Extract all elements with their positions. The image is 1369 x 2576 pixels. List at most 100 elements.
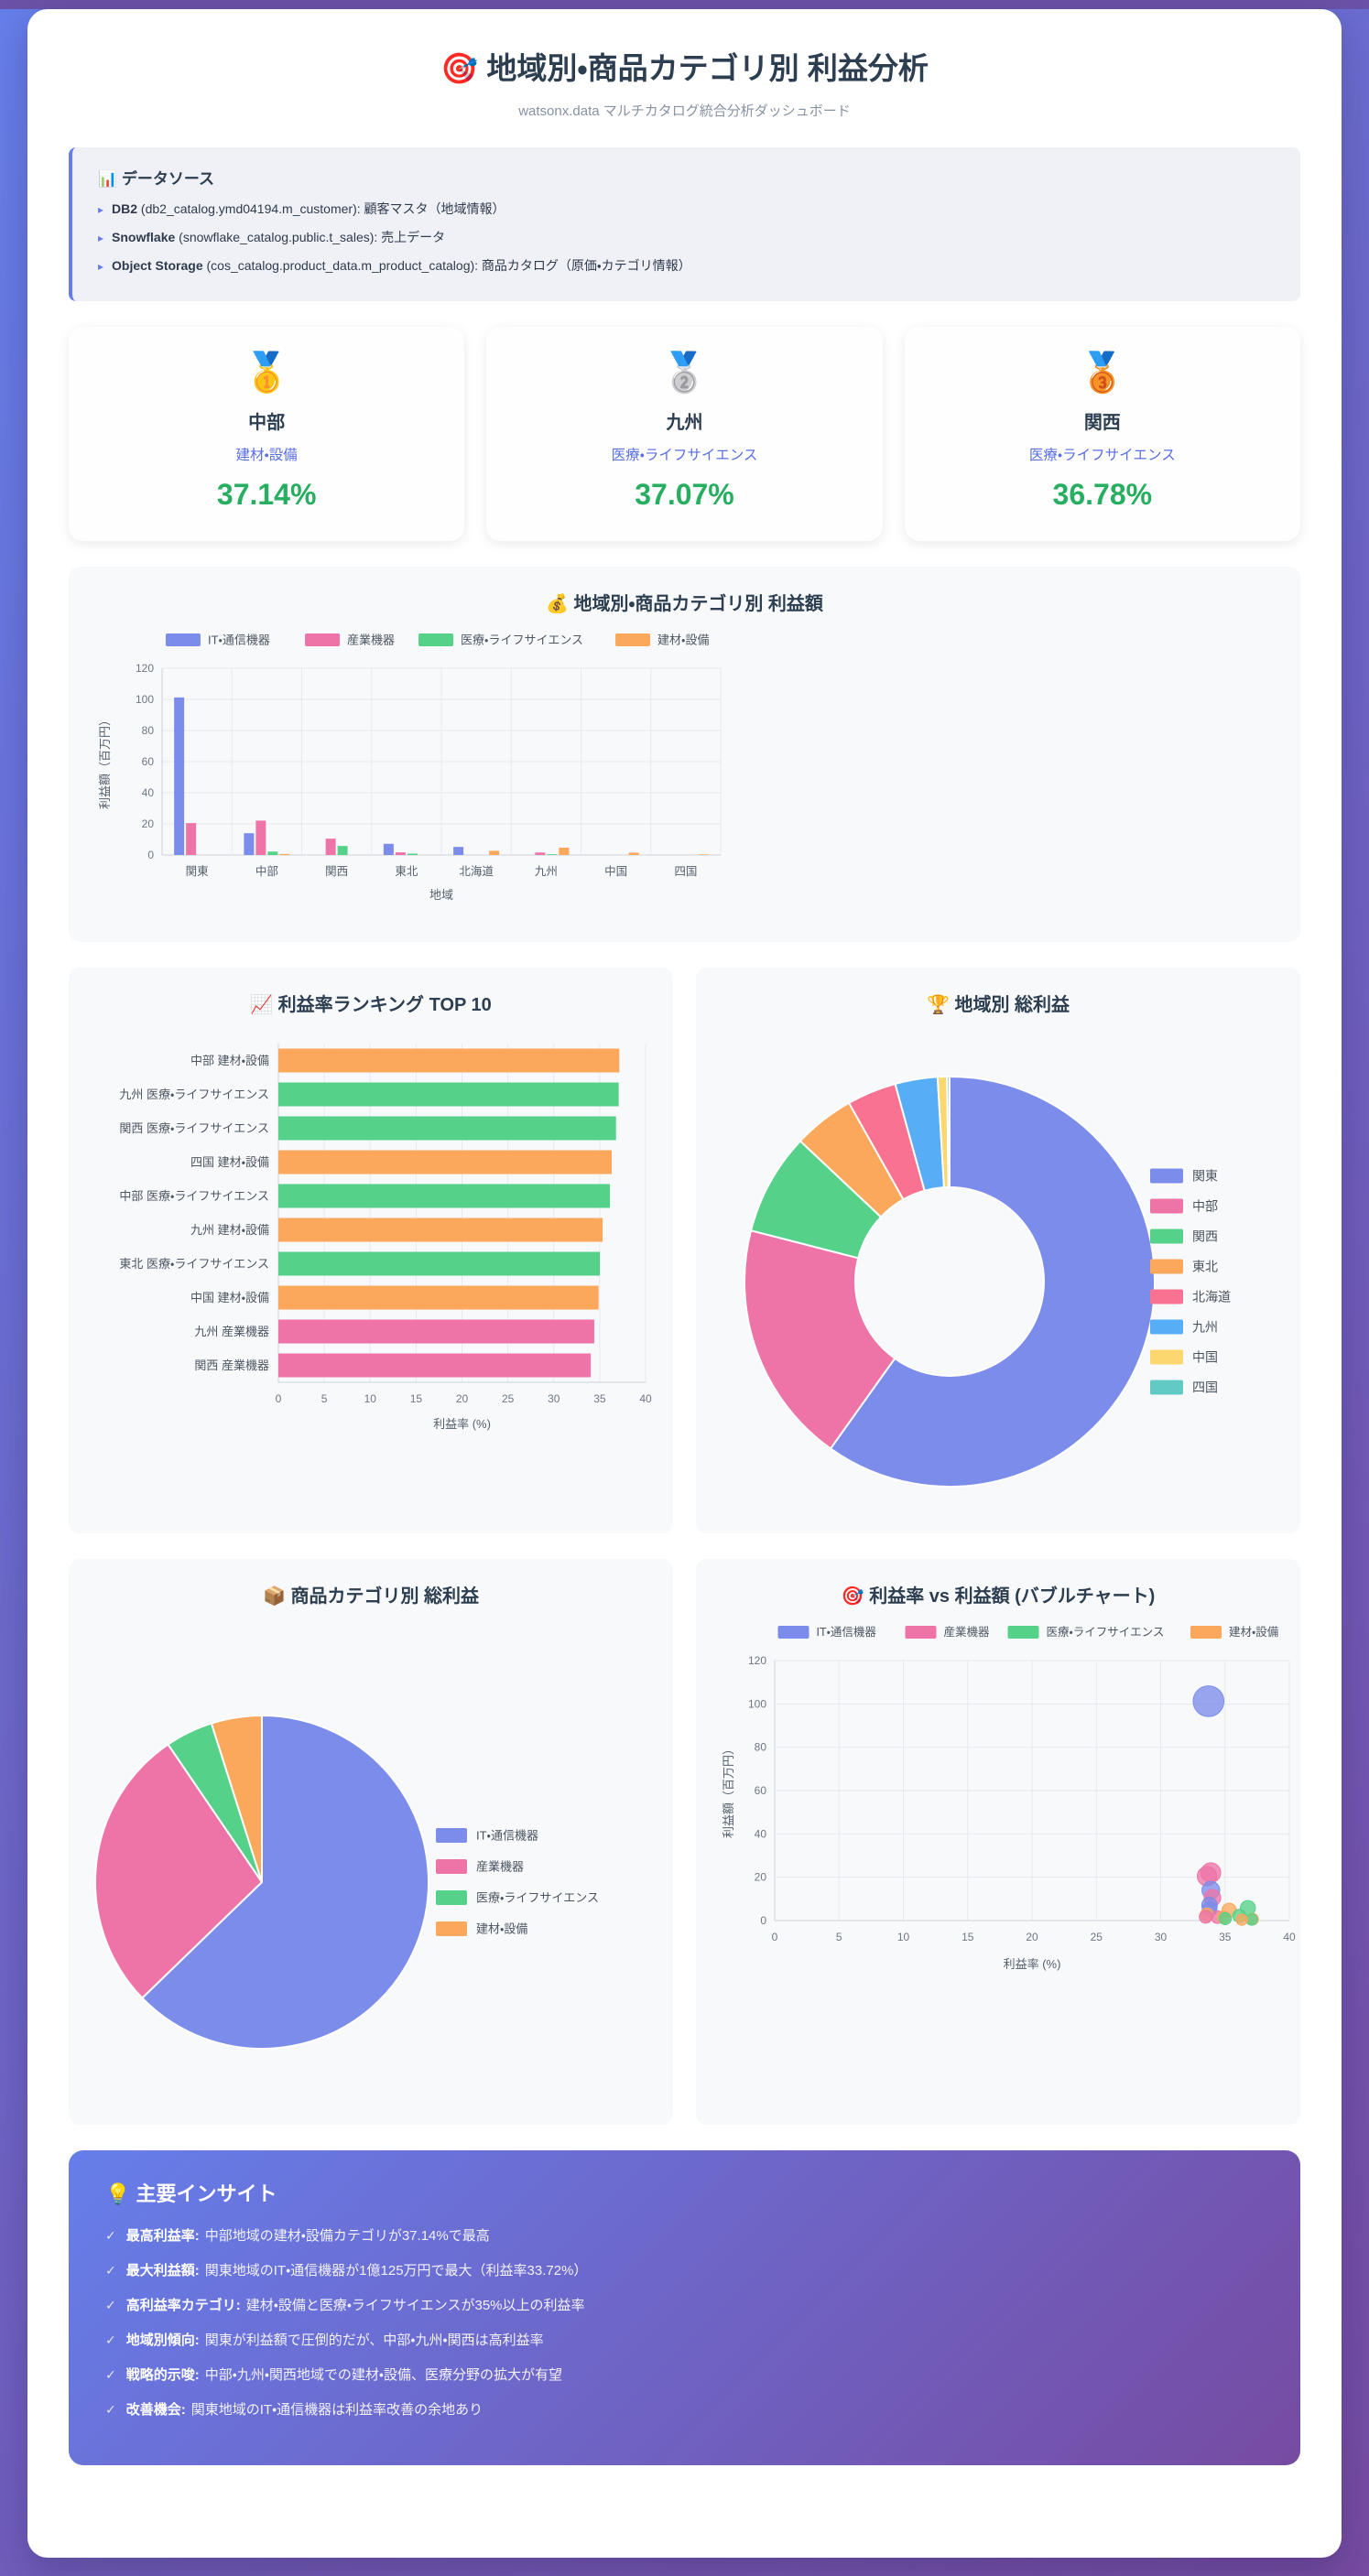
svg-text:中部: 中部 [255,864,279,878]
datasource-item-db2: ▸ DB2 (db2_catalog.ymd04194.m_customer): … [98,200,1275,218]
rank-card-2: 🥈 九州 医療・ライフサイエンス 37.07% [486,327,883,542]
pie-slice [830,1076,1156,1488]
bubble-point [1218,1912,1233,1926]
svg-text:40: 40 [142,786,155,799]
bar-segment [325,839,336,856]
triangle-bullet-icon: ▸ [98,232,104,244]
check-icon: ✓ [105,2367,116,2383]
svg-text:中国: 中国 [604,864,627,878]
rank2-profit-rate: 37.07% [635,478,734,512]
rank2-region: 九州 [666,413,703,434]
bar-segment [278,1251,601,1276]
pie-slice [94,1743,263,1999]
svg-text:80: 80 [142,724,155,737]
svg-text:医療・ライフサイエンス: 医療・ライフサイエンス [1047,1626,1165,1639]
svg-text:20: 20 [1026,1931,1038,1943]
svg-text:60: 60 [755,1784,767,1797]
svg-text:九州 産業機器: 九州 産業機器 [194,1325,269,1338]
insights-title: 💡 主要インサイト [105,2182,277,2206]
svg-text:40: 40 [1283,1931,1296,1943]
rank3-profit-rate: 36.78% [1052,478,1153,512]
svg-text:九州 医療・ライフサイエンス: 九州 医療・ライフサイエンス [119,1088,269,1101]
bar-segment [278,1116,616,1141]
grouped-bar-chart-title: 💰 地域別・商品カテゴリ別 利益額 [546,594,823,615]
svg-text:10: 10 [897,1931,910,1943]
svg-text:建材・設備: 建材・設備 [476,1922,527,1936]
bar-segment [278,1184,611,1208]
bubble-point [1235,1913,1248,1927]
svg-text:九州: 九州 [1192,1320,1218,1335]
svg-text:産業機器: 産業機器 [944,1625,991,1639]
insight-label: 地域別傾向: [125,2332,200,2349]
svg-text:関西: 関西 [325,865,348,878]
bar-segment [278,1353,592,1378]
header: 🎯 地域別・商品カテゴリ別 利益分析 watsonx.data マルチカタログ統… [69,44,1300,120]
svg-text:35: 35 [593,1392,606,1405]
bar-segment [186,823,197,856]
svg-text:IT・通信機器: IT・通信機器 [208,633,270,647]
svg-text:10: 10 [364,1392,377,1405]
svg-text:関西 医療・ライフサイエンス: 関西 医療・ライフサイエンス [119,1121,269,1135]
pie-slice [744,1229,896,1450]
svg-text:5: 5 [836,1931,842,1943]
category-pie-card: 📦 商品カテゴリ別 総利益 IT・通信機器 産業機器 医療・ライフサイエンス 建材・設… [69,1559,673,2126]
svg-text:医療・ライフサイエンス: 医療・ライフサイエンス [476,1891,599,1905]
insight-text: 中部・九州・関西地域での建材・設備、医療分野の拡大が有望 [204,2367,563,2384]
svg-text:中国: 中国 [1192,1350,1218,1365]
bar-segment [407,853,418,856]
svg-text:60: 60 [142,755,155,768]
insight-item: ✓ 最大利益額: 関東地域のIT・通信機器が1億125万円で最大（利益率33.72%… [105,2260,1264,2279]
svg-text:40: 40 [639,1392,652,1405]
grouped-bar-svg: IT・通信機器 産業機器 医療・ライフサイエンス 建材・設備 0 20 40 60 80 100 1… [98,633,722,902]
bar-segment [547,854,558,856]
bar-segment [267,851,278,856]
svg-text:関東: 関東 [1192,1169,1218,1184]
datasource-detail: (db2_catalog.ymd04194.m_customer): 顧客マスタ… [137,201,505,216]
check-icon: ✓ [105,2263,116,2278]
svg-text:20: 20 [142,817,155,830]
page-subtitle: watsonx.data マルチカタログ統合分析ダッシュボード [518,103,851,119]
region-donut-card: 🏆 地域別 総利益 関東 中部 関西 東北 北海道 九州 中国 四国 [696,968,1300,1534]
rank-card-1: 🥇 中部 建材・設備 37.14% [69,327,465,542]
charts-row-1: 📈 利益率ランキング TOP 10 0 5 10 15 20 25 30 35 40 中部 建材・… [69,968,1300,1534]
insight-item: ✓ 高利益率カテゴリ: 建材・設備と医療・ライフサイエンスが35%以上の利益率 [105,2295,1264,2314]
grouped-bar-chart-card: 💰 地域別・商品カテゴリ別 利益額 IT・通信機器 産業機器 医療・ライフサイエンス… [69,567,1300,943]
bar-segment [278,1048,620,1073]
svg-text:利益率 (%): 利益率 (%) [1004,1957,1061,1971]
svg-text:北海道: 北海道 [1192,1290,1231,1304]
svg-text:15: 15 [410,1392,423,1405]
bar-segment [628,852,639,856]
ranking-bar-chart: 0 5 10 15 20 25 30 35 40 中部 建材・設備 九州 医療・ライフサイエンス 関西… [91,1027,652,1444]
main-content-card: 🎯 地域別・商品カテゴリ別 利益分析 watsonx.data マルチカタログ統… [27,9,1342,2558]
triangle-bullet-icon: ▸ [98,203,104,216]
svg-text:四国: 四国 [1192,1380,1218,1395]
svg-text:25: 25 [502,1392,515,1405]
silver-medal-icon: 🥈 [660,351,709,394]
bubble-point [1192,1685,1225,1717]
rank3-region: 関西 [1083,413,1121,434]
insight-item: ✓ 戦略的示唆: 中部・九州・関西地域での建材・設備、医療分野の拡大が有望 [105,2365,1264,2384]
insight-label: 最高利益率: [125,2228,200,2245]
rank1-category: 建材・設備 [235,448,298,464]
svg-text:地域: 地域 [429,888,453,902]
svg-text:東北: 東北 [395,865,418,878]
svg-text:5: 5 [321,1392,328,1405]
svg-text:0: 0 [276,1392,282,1405]
svg-text:35: 35 [1219,1931,1232,1943]
bar-segment [395,852,406,856]
insight-item: ✓ 最高利益率: 中部地域の建材・設備カテゴリが37.14%で最高 [105,2225,1264,2245]
svg-text:九州 建材・設備: 九州 建材・設備 [190,1223,269,1237]
datasource-detail: (snowflake_catalog.public.t_sales): 売上デー… [175,230,446,244]
pie-slice [946,1076,951,1189]
insight-text: 関東が利益額で圧倒的だが、中部・九州・関西は高利益率 [204,2332,544,2349]
bar-segment [383,844,394,856]
svg-text:関西 産業機器: 関西 産業機器 [194,1358,269,1372]
bubble-chart: IT・通信機器 産業機器 医療・ライフサイエンス 建材・設備 0 5 10 15 20 25 30 3… [718,1618,1296,1994]
bar-segment [489,850,500,856]
svg-text:中部: 中部 [1192,1199,1218,1214]
datasource-title: 📊 データソース [98,170,215,188]
check-icon: ✓ [105,2228,116,2244]
check-icon: ✓ [105,2298,116,2313]
